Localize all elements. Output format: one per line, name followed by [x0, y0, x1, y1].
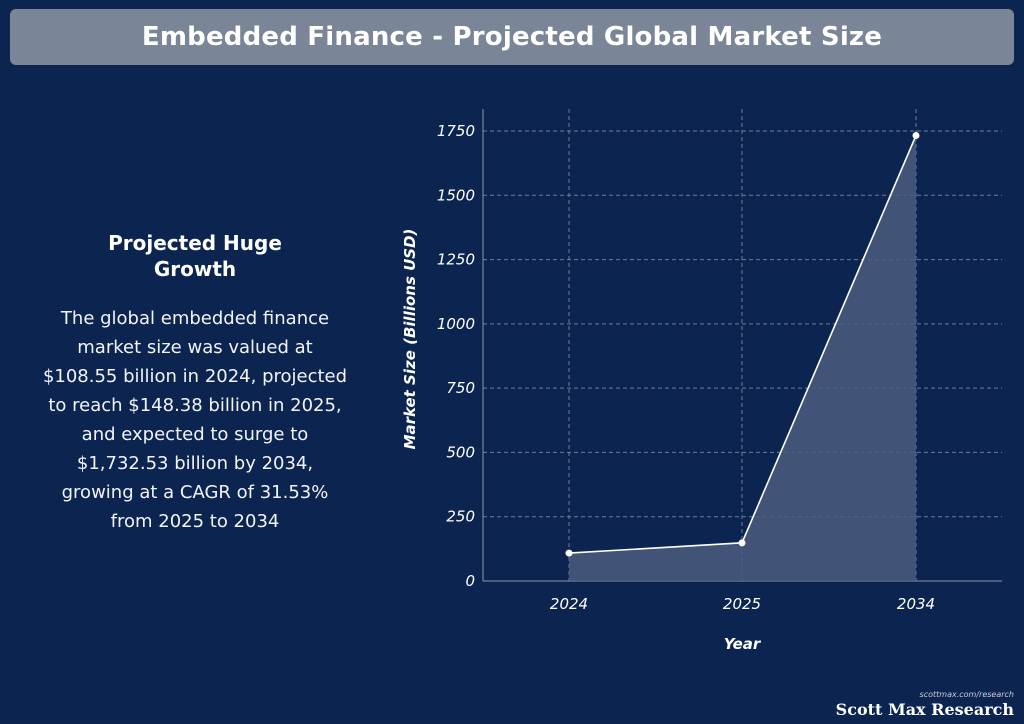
summary-panel: Projected Huge Growth The global embedde…: [40, 230, 350, 536]
y-tick-label: 250: [446, 508, 475, 526]
data-point: [738, 539, 746, 547]
data-point: [912, 131, 920, 139]
summary-heading: Projected Huge Growth: [108, 231, 282, 281]
x-tick-label: 2025: [723, 595, 761, 613]
area-fill: [569, 135, 916, 581]
y-tick-label: 1750: [437, 122, 475, 140]
brand-block: scottmax.com/research Scott Max Research: [836, 690, 1014, 719]
market-size-chart: 0 250 500 750 1000 1250 1500 1750 2024 2025 2034 Ye…: [401, 109, 1002, 653]
brand-name: Scott Max Research: [835, 700, 1014, 719]
y-tick-label: 500: [446, 443, 475, 461]
y-tick-label: 1000: [437, 315, 475, 333]
y-axis-title: Market Size (Billions USD): [401, 229, 419, 450]
y-tick-label: 1250: [437, 251, 475, 269]
x-tick-label: 2034: [897, 595, 935, 613]
x-axis-title: Year: [724, 635, 762, 653]
x-tick-label: 2024: [550, 595, 588, 613]
page-title: Embedded Finance - Projected Global Mark…: [141, 22, 883, 52]
y-tick-label: 1500: [437, 186, 475, 204]
data-point: [565, 549, 573, 557]
title-banner: Embedded Finance - Projected Global Mark…: [10, 9, 1014, 65]
y-tick-label: 750: [446, 379, 475, 397]
brand-url: scottmax.com/research: [919, 690, 1014, 699]
summary-text: The global embedded finance market size …: [42, 308, 348, 532]
y-tick-label: 0: [465, 572, 475, 590]
